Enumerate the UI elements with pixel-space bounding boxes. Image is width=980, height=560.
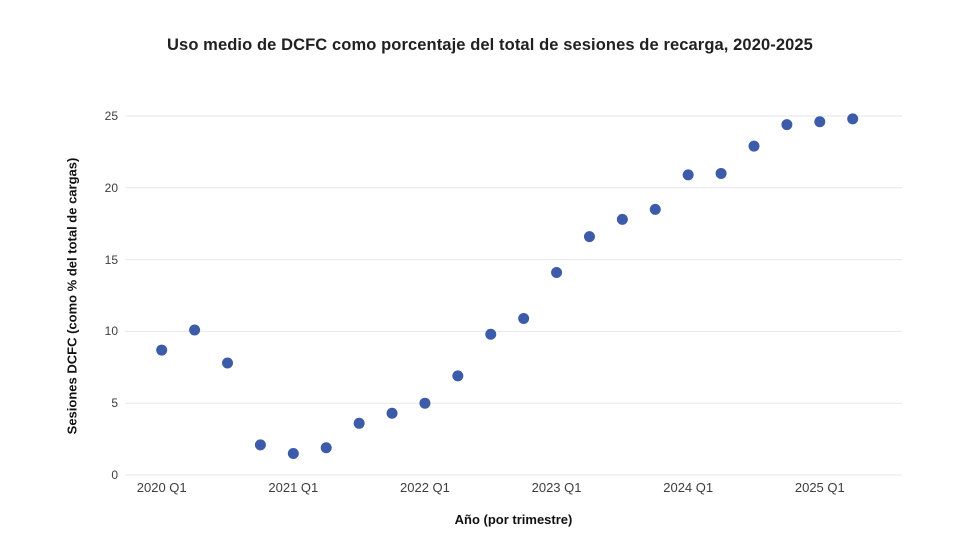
data-point-2021-Q3 (353, 417, 365, 429)
data-point-2023-Q2 (583, 231, 595, 243)
y-tick-label-25: 25 (104, 109, 118, 123)
data-point-2021-Q1 (287, 447, 299, 459)
data-point-2021-Q2 (320, 442, 332, 454)
x-tick-label-2024-Q1: 2024 Q1 (663, 480, 714, 495)
x-tick-label-2020-Q1: 2020 Q1 (136, 480, 187, 495)
y-tick-label-10: 10 (104, 324, 118, 339)
x-tick-label-2025-Q1: 2025 Q1 (794, 480, 845, 495)
y-tick-label-15: 15 (104, 252, 118, 267)
chart-title: Uso medio de DCFC como porcentaje del to… (167, 36, 813, 54)
data-point-2024-Q2 (715, 167, 727, 179)
x-tick-label-2022-Q1: 2022 Q1 (400, 480, 450, 495)
data-point-2023-Q3 (616, 213, 628, 225)
data-point-2023-Q4 (649, 203, 661, 215)
data-point-2022-Q3 (485, 328, 497, 340)
data-point-2022-Q2 (452, 370, 464, 382)
data-point-2025-Q1 (814, 116, 826, 128)
x-axis-title: Año (por trimestre) (454, 512, 573, 527)
data-point-2024-Q1 (682, 169, 694, 181)
data-point-2024-Q4 (781, 119, 793, 131)
data-point-2020-Q3 (222, 357, 234, 369)
x-tick-label-2021-Q1: 2021 Q1 (268, 480, 319, 495)
y-tick-label-20: 20 (104, 180, 118, 195)
y-tick-label-5: 5 (111, 396, 118, 411)
data-point-2020-Q1 (156, 344, 168, 356)
data-point-2023-Q1 (551, 267, 563, 279)
data-point-2022-Q4 (518, 312, 530, 324)
data-point-2021-Q4 (386, 407, 398, 419)
x-tick-label-2023-Q1: 2023 Q1 (531, 480, 582, 495)
data-point-2025-Q2 (847, 113, 859, 125)
data-point-2022-Q1 (419, 397, 431, 409)
y-tick-label-0: 0 (111, 468, 118, 482)
data-point-2020-Q4 (254, 439, 266, 451)
data-point-2024-Q3 (748, 140, 760, 152)
data-point-2020-Q2 (189, 324, 201, 336)
